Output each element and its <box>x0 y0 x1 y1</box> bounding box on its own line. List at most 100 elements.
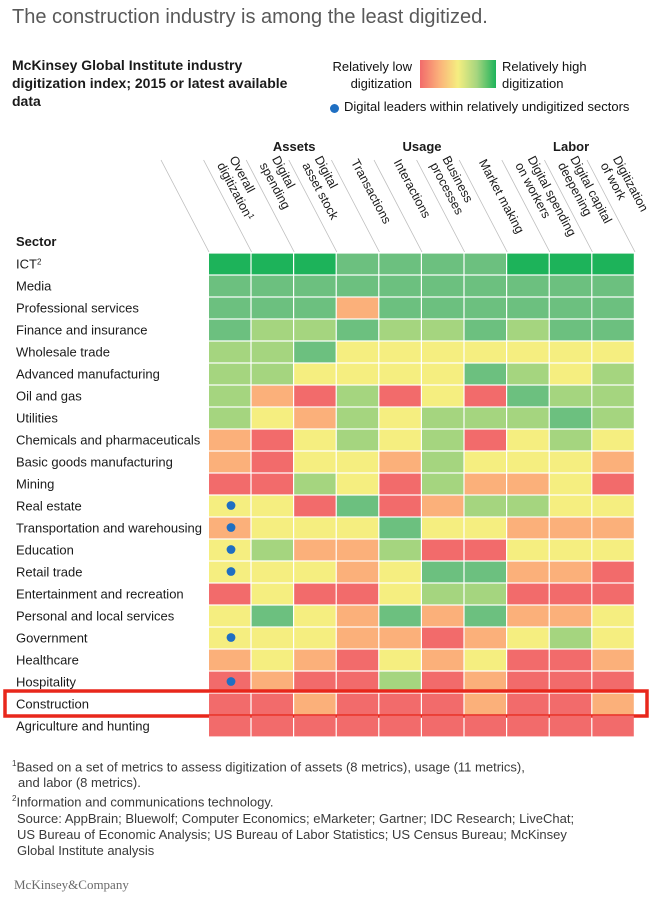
row-label: Wholesale trade <box>16 345 110 360</box>
row-label: Media <box>16 279 52 294</box>
heatmap-cell <box>549 605 592 627</box>
column-divider-line <box>373 159 423 253</box>
heatmap-cell <box>464 715 506 737</box>
row-label: Entertainment and recreation <box>16 587 184 602</box>
column-divider-line <box>544 159 593 253</box>
heatmap-cell <box>294 649 336 671</box>
heatmap-cell <box>507 583 549 605</box>
footnote-2: 2Information and communications technolo… <box>12 791 632 810</box>
heatmap-cell <box>464 583 506 605</box>
heatmap-cell <box>209 319 251 341</box>
heatmap-cell <box>336 583 379 605</box>
heatmap-cell <box>336 451 379 473</box>
heatmap-cell <box>336 693 379 715</box>
group-header-labor: Labor <box>553 139 589 154</box>
chart-subtitle: McKinsey Global Institute industry digit… <box>12 57 288 109</box>
heatmap-cell <box>549 715 592 737</box>
heatmap-cell <box>294 319 336 341</box>
heatmap-cell <box>379 605 421 627</box>
digital-leader-dot <box>226 677 236 686</box>
heatmap-cell <box>336 319 379 341</box>
heatmap-cell <box>507 451 549 473</box>
heatmap-cell <box>422 275 464 297</box>
heatmap-cell <box>294 363 336 385</box>
heatmap-cell <box>422 693 464 715</box>
row-header-sector: Sector <box>16 234 56 249</box>
heatmap-cell <box>422 561 464 583</box>
heatmap-cell <box>464 495 506 517</box>
heatmap-cell <box>464 605 506 627</box>
row-label: Basic goods manufacturing <box>16 455 173 470</box>
row-label: Advanced manufacturing <box>16 367 160 382</box>
heatmap-cell <box>209 693 251 715</box>
heatmap-cell <box>549 495 592 517</box>
heatmap-cell <box>422 539 464 561</box>
heatmap-cell <box>251 671 293 693</box>
heatmap-cell <box>379 671 421 693</box>
heatmap-cell <box>464 407 506 429</box>
heatmap-cell <box>422 451 464 473</box>
heatmap-cell <box>464 693 506 715</box>
heatmap-cell <box>507 561 549 583</box>
heatmap-cell <box>294 407 336 429</box>
heatmap-cell <box>422 253 464 275</box>
heatmap-cell <box>549 275 592 297</box>
heatmap-cell <box>422 407 464 429</box>
column-divider-line <box>288 159 338 253</box>
heatmap-cell <box>209 583 251 605</box>
heatmap-cell <box>294 275 336 297</box>
heatmap-cell <box>209 407 251 429</box>
heatmap-cell <box>549 253 592 275</box>
row-label: Transportation and warehousing <box>16 521 202 536</box>
heatmap-cell <box>507 429 549 451</box>
heatmap-cell <box>422 627 464 649</box>
heatmap-cell <box>251 319 293 341</box>
footnote-1-mark: 1 <box>12 759 17 768</box>
heatmap-cell <box>592 495 634 517</box>
heatmap-cell <box>507 671 549 693</box>
heatmap-cell <box>592 583 634 605</box>
heatmap-cell <box>336 561 379 583</box>
heatmap-cell <box>294 429 336 451</box>
digital-leader-dot <box>226 501 236 510</box>
heatmap-cell <box>549 363 592 385</box>
heatmap-cell <box>209 451 251 473</box>
heatmap-cell <box>209 385 251 407</box>
heatmap-cell <box>336 715 379 737</box>
heatmap-cell <box>379 649 421 671</box>
column-divider-line <box>331 159 380 253</box>
heatmap-cell <box>251 715 293 737</box>
heatmap-cell <box>336 649 379 671</box>
heatmap-cell <box>549 517 592 539</box>
heatmap-cell <box>464 649 506 671</box>
heatmap-cell <box>422 473 464 495</box>
heatmap-cell <box>422 671 464 693</box>
heatmap-cell <box>549 583 592 605</box>
column-divider-line <box>160 159 210 253</box>
heatmap-cell <box>379 451 421 473</box>
heatmap-cell <box>251 583 293 605</box>
heatmap-cell <box>464 363 506 385</box>
heatmap-cell <box>379 561 421 583</box>
heatmap-cell <box>379 517 421 539</box>
digital-leader-dot <box>226 567 236 576</box>
heatmap-cell <box>379 583 421 605</box>
footnote-2-mark: 2 <box>12 794 17 804</box>
heatmap-cell <box>294 583 336 605</box>
heatmap-cell <box>336 297 379 319</box>
footnote-2-text: Information and communications technolog… <box>16 794 274 810</box>
heatmap-cell <box>379 473 421 495</box>
heatmap-cell <box>507 363 549 385</box>
heatmap-cell <box>379 253 421 275</box>
heatmap-cell <box>251 693 293 715</box>
heatmap-cell <box>422 605 464 627</box>
heatmap-cell <box>422 429 464 451</box>
heatmap-cell <box>592 451 634 473</box>
heatmap-cell <box>379 319 421 341</box>
heatmap-cell <box>422 649 464 671</box>
heatmap-cell <box>507 253 549 275</box>
column-divider-line <box>501 159 551 253</box>
row-label: Construction <box>16 697 89 712</box>
heatmap-cell <box>592 627 634 649</box>
